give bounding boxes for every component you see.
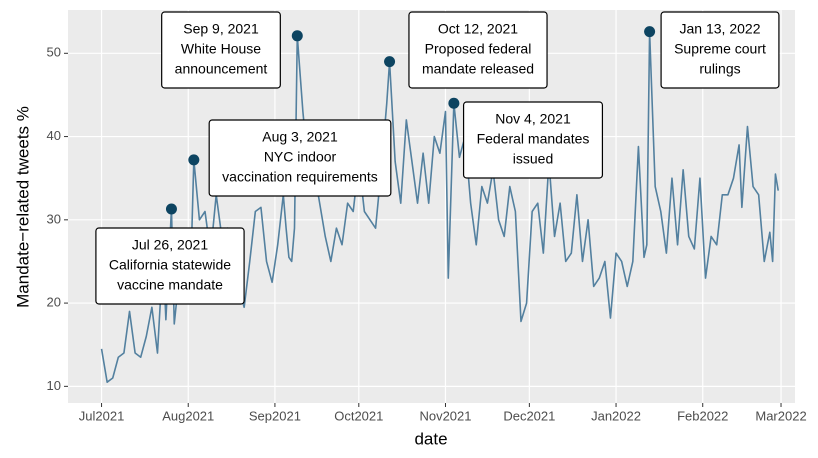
annotation-box <box>161 11 281 89</box>
x-tick-label: Jul2021 <box>79 408 125 423</box>
x-tick-label: Feb2022 <box>677 408 728 423</box>
annotation-text: Federal mandates <box>477 131 590 147</box>
annotation-text: Proposed federal <box>425 41 532 57</box>
highlight-point <box>165 203 177 215</box>
annotation-box <box>660 11 780 89</box>
y-tick-label: 30 <box>47 211 61 226</box>
x-tick-label: Mar2022 <box>755 408 806 423</box>
annotation-text: NYC indoor <box>264 149 337 165</box>
x-tick-label: Oct2021 <box>334 408 383 423</box>
annotation-text: Sep 9, 2021 <box>183 21 259 37</box>
x-tick-label: Aug2021 <box>162 408 214 423</box>
annotation-text: Jul 26, 2021 <box>132 237 208 253</box>
x-tick-label: Nov2021 <box>419 408 471 423</box>
y-tick-label: 50 <box>47 45 61 60</box>
y-tick-label: 20 <box>47 295 61 310</box>
annotation-text: Supreme court <box>674 41 766 57</box>
annotation: Jan 13, 2022 Supreme court rulings <box>660 11 780 89</box>
annotation-box <box>408 11 548 89</box>
annotation: Oct 12, 2021 Proposed federal mandate rele… <box>408 11 548 89</box>
annotation-box <box>95 227 245 305</box>
x-axis-title: date <box>414 429 447 448</box>
y-axis-title: Mandate−related tweets % <box>13 106 32 308</box>
annotation-text: Nov 4, 2021 <box>495 111 571 127</box>
x-tick-label: Jan2022 <box>591 408 641 423</box>
annotation-text: issued <box>513 151 553 167</box>
annotation-box <box>208 119 392 197</box>
annotation-text: vaccine mandate <box>117 277 223 293</box>
series-line <box>100 30 780 383</box>
highlight-point <box>644 26 656 38</box>
annotation-text: Jan 13, 2022 <box>680 21 761 37</box>
annotation: Sep 9, 2021 White House announcement <box>161 11 281 89</box>
y-tick-label: 10 <box>47 378 61 393</box>
x-tick-label: Sep2021 <box>249 408 301 423</box>
highlight-point <box>291 30 303 42</box>
highlight-point <box>188 154 200 166</box>
annotation: Jul 26, 2021 California statewide vaccine … <box>95 227 245 305</box>
annotation-text: California statewide <box>109 257 231 273</box>
annotation-text: vaccination requirements <box>222 169 378 185</box>
annotation-text: White House <box>181 41 261 57</box>
annotation: Nov 4, 2021 Federal mandates issued <box>462 101 604 179</box>
annotation-text: rulings <box>699 61 740 77</box>
annotation-text: Oct 12, 2021 <box>438 21 518 37</box>
x-tick-label: Dec2021 <box>503 408 555 423</box>
y-tick-label: 40 <box>47 128 61 143</box>
annotation-text: mandate released <box>422 61 534 77</box>
annotation-text: Aug 3, 2021 <box>262 129 338 145</box>
highlight-point <box>384 56 396 68</box>
annotation-text: announcement <box>175 61 268 77</box>
highlight-point <box>448 97 460 109</box>
annotation-box <box>462 101 604 179</box>
annotation: Aug 3, 2021 NYC indoor vaccination require… <box>208 119 392 197</box>
